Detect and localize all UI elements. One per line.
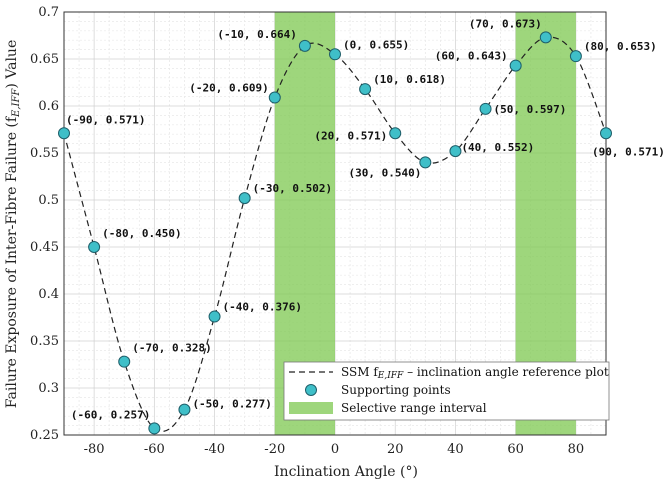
point-label: (50, 0.597) [494, 103, 567, 116]
point-label: (-80, 0.450) [102, 227, 181, 240]
data-point [479, 102, 492, 115]
point-label: (40, 0.552) [461, 141, 534, 154]
y-tick-label: 0.55 [30, 146, 59, 161]
point-label: (60, 0.643) [435, 50, 508, 63]
data-point [600, 127, 612, 140]
x-tick-label: 0 [331, 442, 339, 457]
point-label: (-30, 0.502) [253, 182, 332, 195]
data-point [419, 156, 432, 169]
data-point [449, 145, 462, 158]
x-tick-label: 20 [387, 442, 404, 457]
y-tick-label: 0.5 [38, 193, 59, 208]
data-point [178, 403, 191, 416]
data-point [268, 91, 281, 104]
point-label: (0, 0.655) [343, 38, 409, 51]
point-label: (-20, 0.609) [189, 82, 268, 95]
point-label: (-70, 0.328) [132, 342, 211, 355]
point-labels: (-90, 0.571) (-80, 0.450) (-70, 0.328) (-60… [66, 17, 663, 421]
data-point [58, 127, 70, 140]
point-label: (-90, 0.571) [66, 113, 145, 126]
y-axis-label: Failure Exposure of Inter-Fibre Failure … [4, 40, 22, 409]
data-point [389, 127, 402, 140]
legend-entry-curve: SSM fE,IFF – inclination angle reference… [341, 365, 609, 381]
point-label: (80, 0.653) [584, 40, 657, 53]
data-point [329, 48, 341, 61]
x-tick-label: -80 [84, 442, 105, 457]
x-tick-label: 60 [507, 442, 524, 457]
point-label: (-40, 0.376) [223, 301, 302, 314]
legend-box [283, 361, 610, 421]
data-point [569, 50, 582, 63]
point-label: (20, 0.571) [314, 129, 387, 142]
legend: SSM fE,IFF – inclination angle reference… [283, 361, 610, 421]
data-point [539, 31, 552, 44]
data-point [238, 192, 251, 205]
y-tick-label: 0.35 [30, 334, 59, 349]
plot-frame [63, 11, 607, 436]
point-label: (30, 0.540) [348, 166, 421, 179]
y-tick-label: 0.25 [30, 428, 59, 443]
tick-labels: -80 -60 -40 -20 0 20 40 60 80 0.25 0.3 0.35 0.4 0.45 0… [30, 5, 584, 457]
y-tick-label: 0.3 [38, 381, 59, 396]
data-point [509, 59, 522, 72]
x-axis-label: Inclination Angle (°) [274, 464, 418, 480]
supporting-points [58, 31, 612, 435]
point-label: (90, 0.571) [592, 145, 663, 158]
data-point [208, 310, 221, 323]
data-point [359, 83, 372, 96]
legend-patch-swatch [289, 402, 333, 414]
point-label: (10, 0.618) [373, 73, 446, 86]
x-tick-label: 80 [568, 442, 585, 457]
axes-frame [63, 11, 607, 436]
y-tick-label: 0.45 [30, 240, 59, 255]
legend-entry-points: Supporting points [341, 383, 451, 397]
x-tick-label: -40 [204, 442, 225, 457]
point-label: (-10, 0.664) [217, 28, 296, 41]
point-label: (-60, 0.257) [71, 408, 150, 421]
x-tick-label: -60 [144, 442, 165, 457]
data-point [148, 422, 161, 435]
y-tick-label: 0.6 [38, 99, 59, 114]
y-tick-label: 0.65 [30, 52, 59, 67]
data-point [298, 39, 311, 52]
x-tick-label: -20 [264, 442, 285, 457]
data-point [88, 241, 101, 253]
data-point [118, 355, 131, 368]
y-tick-label: 0.7 [38, 5, 59, 20]
legend-marker-swatch [305, 384, 317, 396]
y-tick-label: 0.4 [38, 287, 59, 302]
point-label: (70, 0.673) [469, 17, 542, 30]
point-label: (-50, 0.277) [192, 398, 271, 411]
legend-entry-interval: Selective range interval [341, 401, 487, 415]
x-tick-label: 40 [447, 442, 464, 457]
